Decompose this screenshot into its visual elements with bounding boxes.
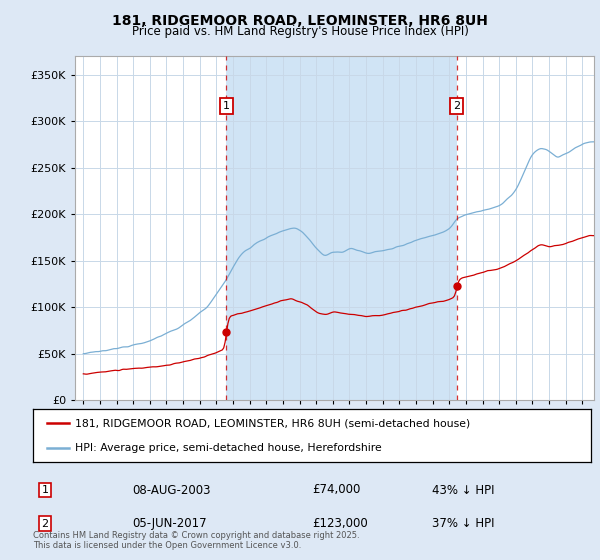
Text: 1: 1 <box>41 485 49 495</box>
Bar <box>226 56 457 400</box>
Text: 37% ↓ HPI: 37% ↓ HPI <box>432 517 494 530</box>
Text: 08-AUG-2003: 08-AUG-2003 <box>132 483 211 497</box>
Text: £123,000: £123,000 <box>312 517 368 530</box>
Text: 43% ↓ HPI: 43% ↓ HPI <box>432 483 494 497</box>
Text: Price paid vs. HM Land Registry's House Price Index (HPI): Price paid vs. HM Land Registry's House … <box>131 25 469 38</box>
Text: £74,000: £74,000 <box>312 483 361 497</box>
Text: 1: 1 <box>223 101 230 111</box>
Text: 05-JUN-2017: 05-JUN-2017 <box>132 517 206 530</box>
Text: 2: 2 <box>453 101 460 111</box>
Text: Contains HM Land Registry data © Crown copyright and database right 2025.
This d: Contains HM Land Registry data © Crown c… <box>33 530 359 550</box>
Text: 2: 2 <box>41 519 49 529</box>
Text: 181, RIDGEMOOR ROAD, LEOMINSTER, HR6 8UH (semi-detached house): 181, RIDGEMOOR ROAD, LEOMINSTER, HR6 8UH… <box>75 418 470 428</box>
Text: 181, RIDGEMOOR ROAD, LEOMINSTER, HR6 8UH: 181, RIDGEMOOR ROAD, LEOMINSTER, HR6 8UH <box>112 14 488 28</box>
Text: HPI: Average price, semi-detached house, Herefordshire: HPI: Average price, semi-detached house,… <box>75 442 382 452</box>
